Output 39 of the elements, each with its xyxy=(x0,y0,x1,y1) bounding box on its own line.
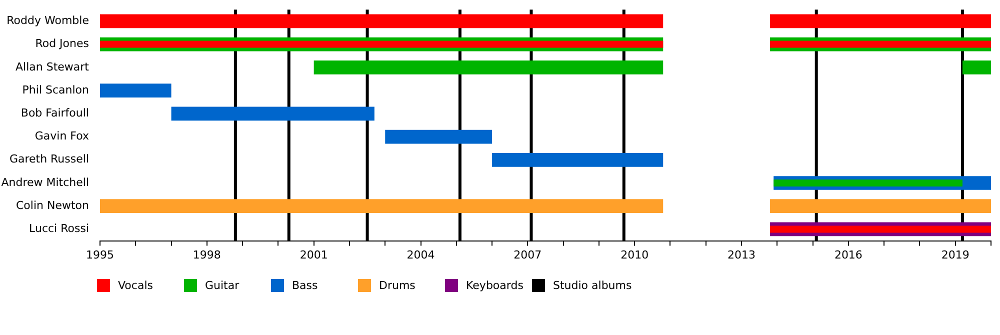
bar xyxy=(770,14,991,28)
bar xyxy=(962,60,991,74)
bar xyxy=(100,84,172,98)
bar xyxy=(774,180,962,186)
x-tick-label: 2019 xyxy=(941,248,970,262)
y-tick-label: Bob Fairfoull xyxy=(20,106,89,120)
bar xyxy=(314,60,664,74)
bar xyxy=(385,130,492,144)
y-tick-label: Roddy Womble xyxy=(6,14,90,28)
bar xyxy=(770,199,991,214)
y-tick-label: Andrew Mitchell xyxy=(1,176,89,189)
x-tick-label: 1998 xyxy=(192,248,221,262)
x-tick-label: 2001 xyxy=(300,248,328,262)
bar xyxy=(492,152,664,167)
bar xyxy=(770,226,991,233)
x-tick-label: 2016 xyxy=(834,248,862,262)
y-tick-label: Gavin Fox xyxy=(34,130,90,143)
y-tick-label: Rod Jones xyxy=(35,37,90,50)
y-tick-label: Phil Scanlon xyxy=(22,83,90,96)
legend-label: Keyboards xyxy=(466,279,524,292)
legend-label: Guitar xyxy=(205,279,240,292)
bar xyxy=(171,106,374,121)
x-tick-label: 2007 xyxy=(514,248,542,262)
y-tick-label: Colin Newton xyxy=(16,198,90,212)
legend-label: Vocals xyxy=(118,279,153,292)
x-tick-label: 1995 xyxy=(86,248,114,262)
legend-label: Bass xyxy=(292,279,318,292)
bar xyxy=(100,14,664,28)
x-tick-label: 2010 xyxy=(620,248,649,262)
text: Studio albums xyxy=(553,279,632,292)
x-tick-label: 2013 xyxy=(728,248,756,262)
legend-label: Drums xyxy=(379,279,416,292)
bar xyxy=(770,40,991,48)
y-tick-label: Allan Stewart xyxy=(16,60,90,74)
y-tick-label: Gareth Russell xyxy=(9,152,89,166)
x-tick-label: 2004 xyxy=(406,248,435,262)
bar xyxy=(100,40,664,48)
y-tick-label: Lucci Rossi xyxy=(29,222,89,236)
bar xyxy=(100,199,664,214)
